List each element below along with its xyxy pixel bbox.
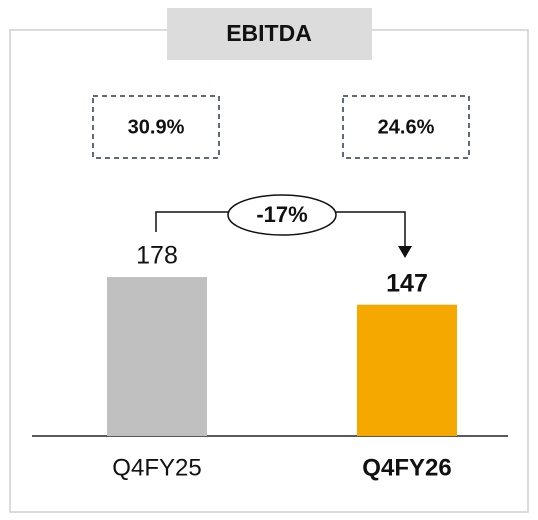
margin-box [342,95,470,159]
chart-title: EBITDA [226,20,312,46]
x-tick-label: Q4FY25 [112,454,201,481]
value-label: 178 [136,242,178,270]
margin-box [92,95,220,159]
arrowhead [398,246,412,258]
frame [9,29,529,513]
value-label: 147 [386,269,428,297]
margin-label: 30.9% [128,116,185,138]
bar [357,304,457,436]
change-ellipse [227,194,337,236]
bar [107,277,207,436]
margin-label: 24.6% [378,116,435,138]
change-label: -17% [256,202,307,227]
x-tick-label: Q4FY26 [362,454,451,481]
title-box [167,8,372,60]
